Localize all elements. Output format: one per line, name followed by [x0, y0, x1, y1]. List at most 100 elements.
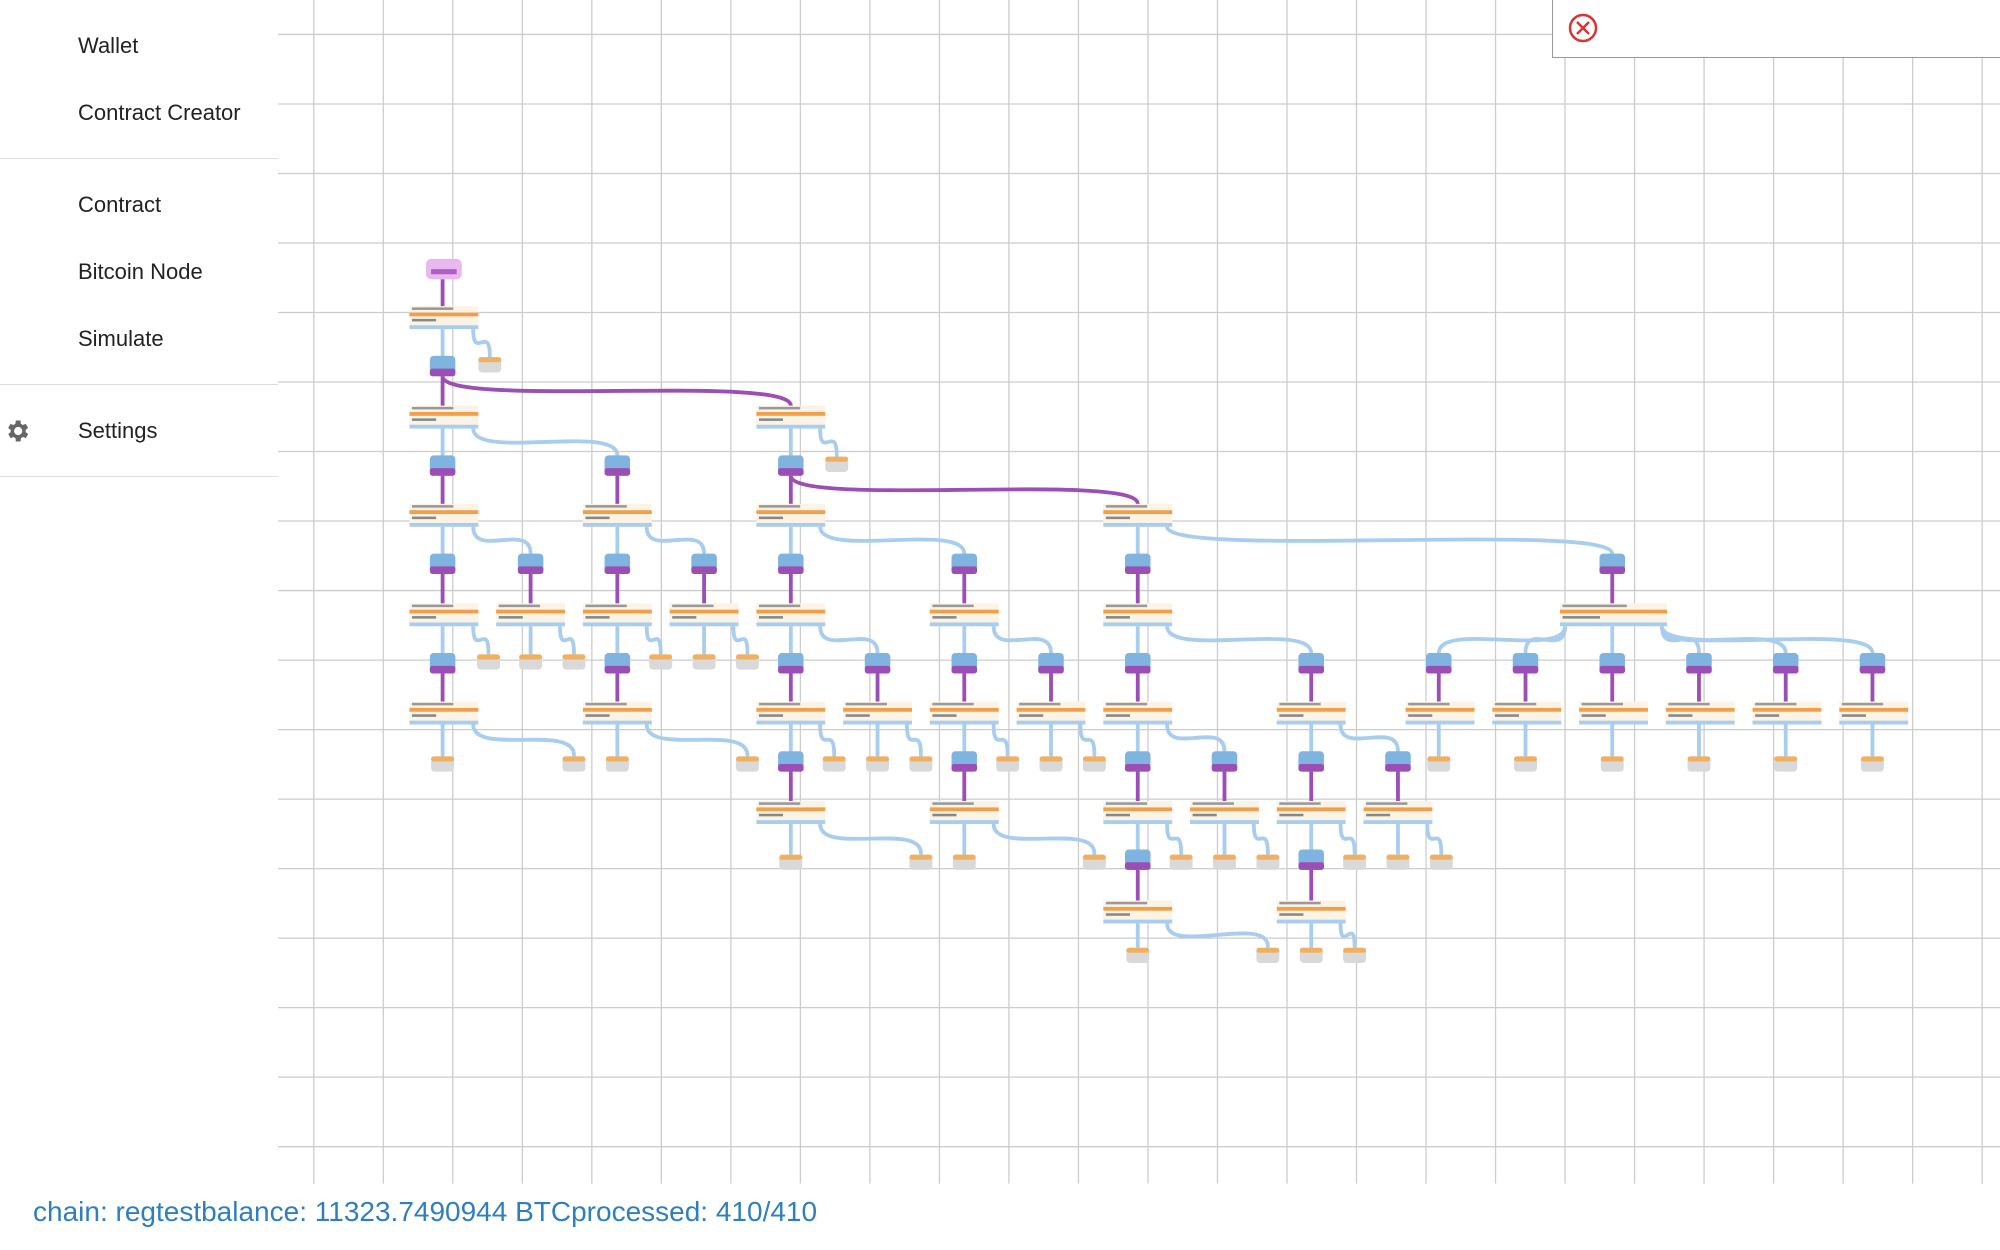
edge — [818, 624, 880, 655]
tx-box — [409, 503, 479, 527]
tx-bar — [1103, 609, 1173, 614]
tx-title — [1279, 802, 1321, 805]
tx-outputs — [582, 622, 652, 627]
tx-line — [1105, 616, 1130, 619]
spent-output-bar — [429, 468, 456, 476]
tx-outputs — [1752, 720, 1822, 725]
tx-bar — [1492, 707, 1562, 712]
tx-bar — [1752, 707, 1822, 712]
edge — [1660, 624, 1875, 655]
tx-bar — [582, 510, 652, 515]
tx-bar — [929, 807, 999, 812]
tx-outputs — [1016, 720, 1086, 725]
menu-item[interactable]: Settings — [0, 397, 278, 464]
tx-title — [845, 702, 887, 706]
close-button[interactable] — [1566, 11, 1600, 45]
tx-line — [845, 714, 870, 717]
nodes — [409, 258, 1909, 964]
menu-item[interactable]: Wallet — [78, 33, 139, 58]
tx-box — [756, 801, 826, 824]
spent-output-bar — [1125, 665, 1151, 674]
edge — [471, 722, 576, 758]
tx-bar — [409, 609, 479, 614]
tx-box — [756, 503, 826, 527]
settings-icon — [8, 420, 29, 442]
chain: chain: regtest — [33, 1196, 202, 1227]
tx-box — [1103, 603, 1173, 627]
spent-output-bar — [1686, 665, 1712, 674]
tx-outputs — [496, 622, 566, 627]
menu-item[interactable]: Simulate — [78, 326, 164, 351]
edge — [991, 722, 1010, 758]
tx-line — [758, 714, 784, 717]
tx-title — [932, 702, 974, 706]
spent-output-bar — [1599, 566, 1625, 574]
unspent-output-top — [1343, 854, 1367, 860]
edge — [818, 524, 967, 556]
tx-outputs — [756, 424, 826, 429]
spent-output-bar — [1772, 665, 1799, 674]
edge — [558, 624, 576, 655]
tx-line — [932, 714, 957, 717]
tx-outputs — [929, 820, 999, 824]
unspent-output-top — [1169, 854, 1193, 860]
tx-bar — [1103, 807, 1173, 812]
tx-bar — [409, 510, 479, 515]
tx-line — [1366, 813, 1391, 817]
tx-outputs — [929, 720, 999, 725]
spent-output-bar — [691, 566, 717, 574]
tx-box — [1752, 701, 1822, 725]
unspent-output-top — [1299, 947, 1323, 953]
unspent-output-top — [1774, 756, 1798, 762]
spent-output-bar — [1298, 862, 1324, 870]
tx-line — [585, 714, 610, 717]
spent-output-bar — [1211, 764, 1238, 772]
tx-box — [1103, 801, 1173, 824]
tx-bar — [756, 510, 826, 515]
tx-box — [756, 603, 826, 627]
tx-bar — [1276, 906, 1346, 911]
tx-outputs — [756, 720, 826, 725]
unspent-output-top — [909, 756, 933, 762]
tx-line — [1581, 714, 1606, 717]
tx-line — [672, 616, 697, 619]
tx-outputs — [409, 424, 479, 429]
tx-box — [1103, 503, 1173, 527]
spent-output-bar — [1385, 764, 1411, 772]
spent-output-bar — [778, 468, 804, 476]
edge — [1165, 722, 1227, 754]
tx-title — [1105, 802, 1148, 805]
tx-bar — [582, 707, 652, 712]
tx-title — [1105, 901, 1148, 905]
tx-outputs — [1103, 919, 1173, 924]
tx-bar — [756, 807, 826, 812]
unspent-output-top — [735, 756, 759, 762]
menu-group: Settings — [0, 385, 278, 477]
tx-box — [1103, 900, 1173, 924]
unspent-output-top — [1860, 756, 1884, 762]
menu-item[interactable]: Contract Creator — [78, 100, 241, 125]
edge — [644, 624, 663, 655]
tx-line — [1019, 714, 1044, 717]
edge — [644, 722, 750, 758]
unspent-output-top — [1256, 854, 1280, 860]
tx-box — [496, 603, 566, 627]
tx-title — [1019, 702, 1061, 706]
tx-title — [1755, 702, 1797, 706]
tx-title — [758, 604, 801, 608]
tx-line — [1408, 714, 1433, 717]
edge — [991, 624, 1053, 655]
tx-box — [1363, 801, 1433, 824]
tx-line — [1105, 913, 1130, 916]
menu-item[interactable]: Bitcoin Node — [78, 259, 203, 284]
tx-line — [1105, 813, 1130, 817]
tx-title — [1494, 702, 1537, 706]
spent-output-bar — [1298, 665, 1324, 674]
tx-bar — [1665, 707, 1735, 712]
tx-bar — [1839, 707, 1909, 712]
menu-item[interactable]: Contract — [78, 192, 162, 217]
spent-output-bar — [864, 665, 891, 674]
tx-box — [1103, 701, 1173, 725]
tx-bar — [496, 609, 566, 614]
tx-box — [929, 801, 999, 824]
